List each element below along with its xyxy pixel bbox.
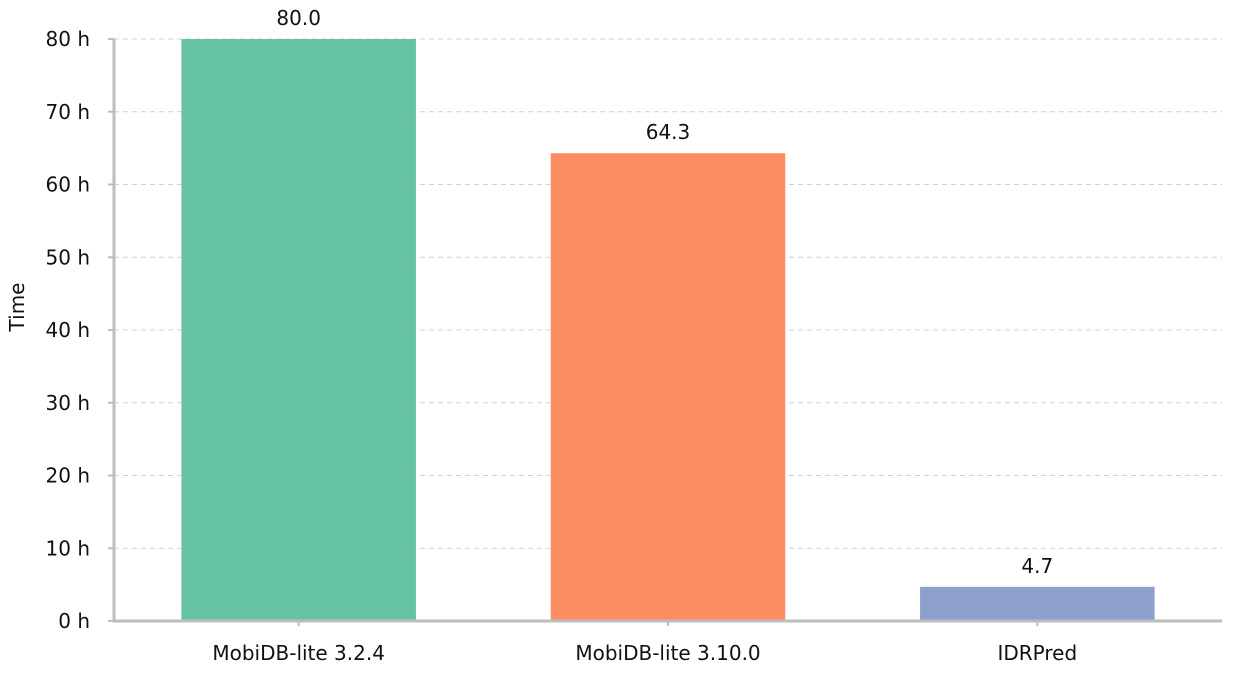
bars — [181, 39, 1155, 620]
x-tick-label: IDRPred — [997, 641, 1077, 665]
y-tick-label: 10 h — [46, 536, 90, 560]
bar — [550, 153, 786, 620]
y-tick-label: 70 h — [46, 100, 90, 124]
y-axis-ticks: 0 h 10 h 20 h 30 h 40 h 50 h 60 h 70 h 80 h — [46, 27, 114, 633]
data-labels: 80.0 64.3 4.7 — [276, 6, 1053, 578]
x-axis-ticks: MobiDB-lite 3.2.4 MobiDB-lite 3.10.0 IDRPr… — [212, 621, 1077, 665]
y-tick-label: 40 h — [46, 318, 90, 342]
bar-value-label: 80.0 — [276, 6, 321, 30]
y-tick-label: 60 h — [46, 173, 90, 197]
bar — [920, 586, 1155, 620]
y-tick-label: 0 h — [58, 609, 90, 633]
y-tick-label: 80 h — [46, 27, 90, 51]
y-axis-title: Time — [5, 283, 29, 333]
x-tick-label: MobiDB-lite 3.2.4 — [212, 641, 385, 665]
bar-value-label: 4.7 — [1021, 554, 1053, 578]
y-tick-label: 20 h — [46, 464, 90, 488]
bar — [181, 39, 416, 620]
bar-value-label: 64.3 — [646, 120, 691, 144]
x-tick-label: MobiDB-lite 3.10.0 — [575, 641, 760, 665]
y-tick-label: 50 h — [46, 245, 90, 269]
y-tick-label: 30 h — [46, 391, 90, 415]
